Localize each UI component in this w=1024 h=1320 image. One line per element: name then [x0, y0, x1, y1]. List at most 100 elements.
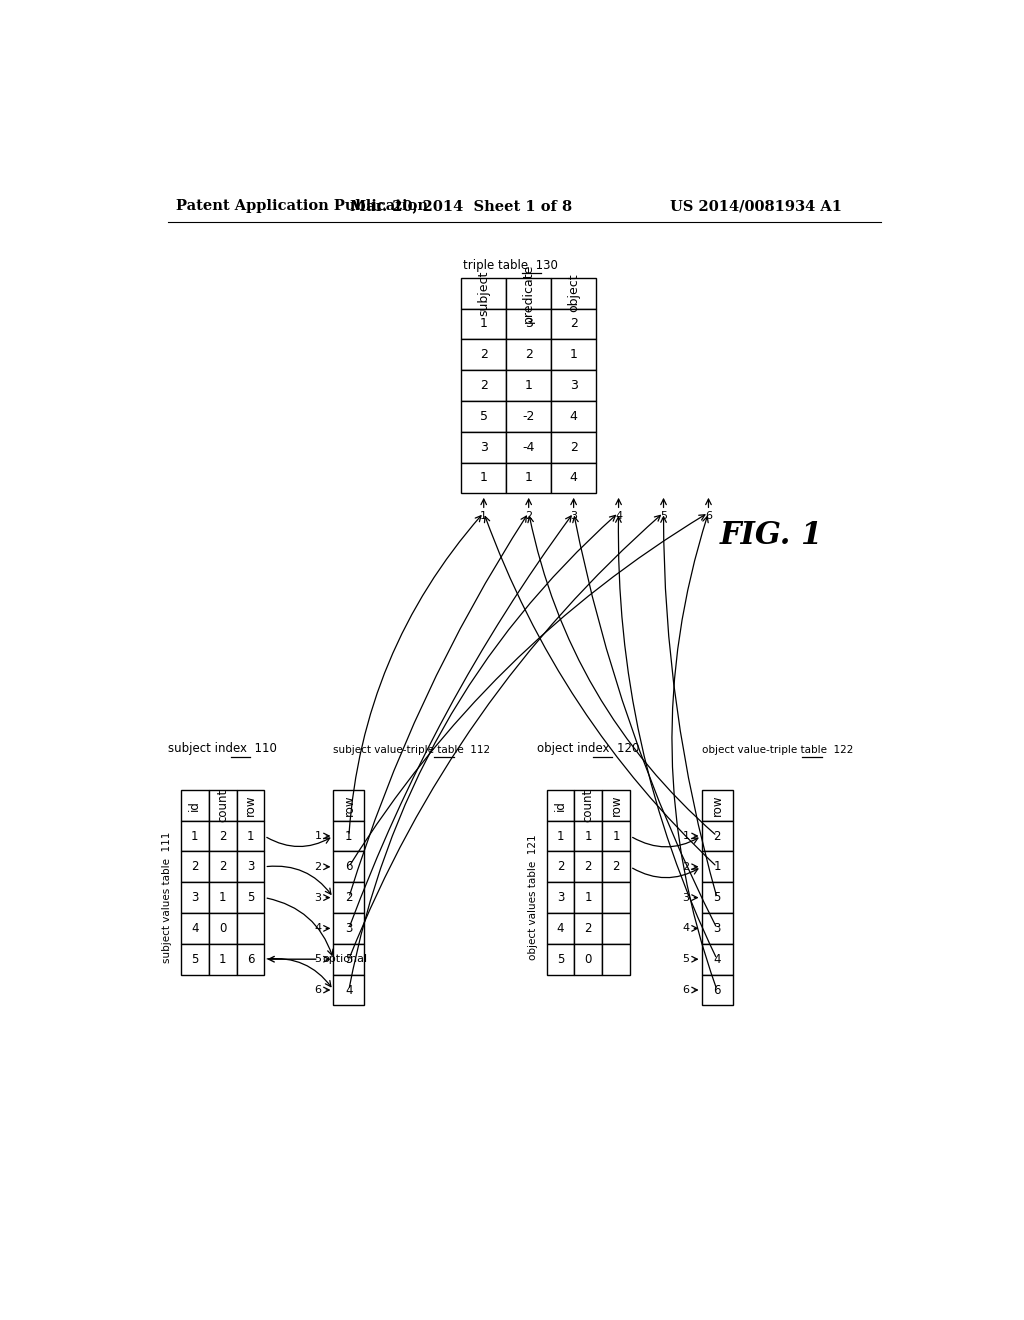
Text: 5: 5 [660, 511, 667, 521]
Text: row: row [609, 795, 623, 816]
Text: 1: 1 [524, 471, 532, 484]
Bar [209, 851, 237, 882]
Text: 3: 3 [570, 511, 578, 521]
Bar [461, 339, 506, 370]
Text: object values table  121: object values table 121 [527, 834, 538, 961]
Text: 1: 1 [557, 829, 564, 842]
Bar [209, 789, 237, 821]
Text: 1: 1 [480, 317, 487, 330]
Text: object: object [567, 273, 581, 313]
Bar [551, 370, 596, 401]
Text: object index  120: object index 120 [538, 742, 640, 755]
Bar [506, 432, 551, 462]
Text: Patent Application Publication: Patent Application Publication [176, 199, 428, 213]
Bar [602, 821, 630, 851]
Bar [701, 851, 732, 882]
Text: 4: 4 [569, 409, 578, 422]
Text: -2: -2 [522, 409, 535, 422]
Text: 2: 2 [682, 862, 689, 871]
Bar [547, 944, 574, 974]
Text: 5: 5 [247, 891, 254, 904]
Bar [334, 913, 365, 944]
Text: 5: 5 [683, 954, 689, 964]
Text: 1: 1 [524, 379, 532, 392]
Bar [701, 882, 732, 913]
Text: 2: 2 [190, 861, 199, 874]
Bar [547, 821, 574, 851]
Text: 4: 4 [615, 511, 623, 521]
Text: 3: 3 [247, 861, 254, 874]
Bar [551, 462, 596, 494]
Bar [334, 882, 365, 913]
Bar [701, 913, 732, 944]
Bar [237, 851, 264, 882]
Text: 0: 0 [585, 953, 592, 966]
Text: 3: 3 [557, 891, 564, 904]
Text: 3: 3 [190, 891, 199, 904]
Text: 2: 2 [480, 348, 487, 362]
Bar [461, 401, 506, 432]
Text: 1: 1 [247, 829, 254, 842]
Bar [180, 882, 209, 913]
Text: subject index  110: subject index 110 [168, 742, 276, 755]
Bar [551, 432, 596, 462]
Bar [334, 789, 365, 821]
Text: 2: 2 [569, 441, 578, 454]
Bar [461, 309, 506, 339]
Bar [237, 821, 264, 851]
Text: 1: 1 [612, 829, 620, 842]
Bar [506, 339, 551, 370]
Bar [209, 882, 237, 913]
Bar [506, 401, 551, 432]
Text: optional: optional [323, 954, 368, 964]
Text: 3: 3 [714, 921, 721, 935]
Bar [574, 944, 602, 974]
Bar [506, 370, 551, 401]
Bar [547, 913, 574, 944]
Text: 1: 1 [585, 829, 592, 842]
Bar [180, 821, 209, 851]
Text: 2: 2 [557, 861, 564, 874]
Bar [180, 851, 209, 882]
Text: id: id [554, 800, 567, 810]
Text: 1: 1 [219, 953, 226, 966]
Text: 2: 2 [612, 861, 620, 874]
Text: 3: 3 [569, 379, 578, 392]
Text: 1: 1 [683, 832, 689, 841]
Text: 5: 5 [345, 953, 352, 966]
Text: id: id [188, 800, 201, 810]
Bar [209, 913, 237, 944]
Bar [506, 309, 551, 339]
Bar [461, 462, 506, 494]
Bar [334, 821, 365, 851]
Text: 1: 1 [345, 829, 352, 842]
Text: US 2014/0081934 A1: US 2014/0081934 A1 [671, 199, 843, 213]
Text: 2: 2 [219, 861, 226, 874]
Bar [461, 370, 506, 401]
Text: 4: 4 [314, 924, 322, 933]
Bar [551, 339, 596, 370]
Bar [574, 913, 602, 944]
Bar [237, 789, 264, 821]
Text: Mar. 20, 2014  Sheet 1 of 8: Mar. 20, 2014 Sheet 1 of 8 [350, 199, 572, 213]
Bar [180, 913, 209, 944]
Text: 5: 5 [479, 409, 487, 422]
Bar [237, 913, 264, 944]
Text: 2: 2 [569, 317, 578, 330]
Text: 4: 4 [569, 471, 578, 484]
Text: 1: 1 [569, 348, 578, 362]
Bar [701, 944, 732, 974]
Bar [506, 277, 551, 309]
Text: row: row [244, 795, 257, 816]
Text: 5: 5 [557, 953, 564, 966]
Text: 2: 2 [219, 829, 226, 842]
Text: 2: 2 [524, 348, 532, 362]
Text: 3: 3 [345, 921, 352, 935]
Bar [547, 789, 574, 821]
Text: 3: 3 [683, 892, 689, 903]
Bar [574, 821, 602, 851]
Bar [334, 944, 365, 974]
Text: 1: 1 [480, 511, 487, 521]
Text: 3: 3 [314, 892, 322, 903]
Bar [461, 432, 506, 462]
